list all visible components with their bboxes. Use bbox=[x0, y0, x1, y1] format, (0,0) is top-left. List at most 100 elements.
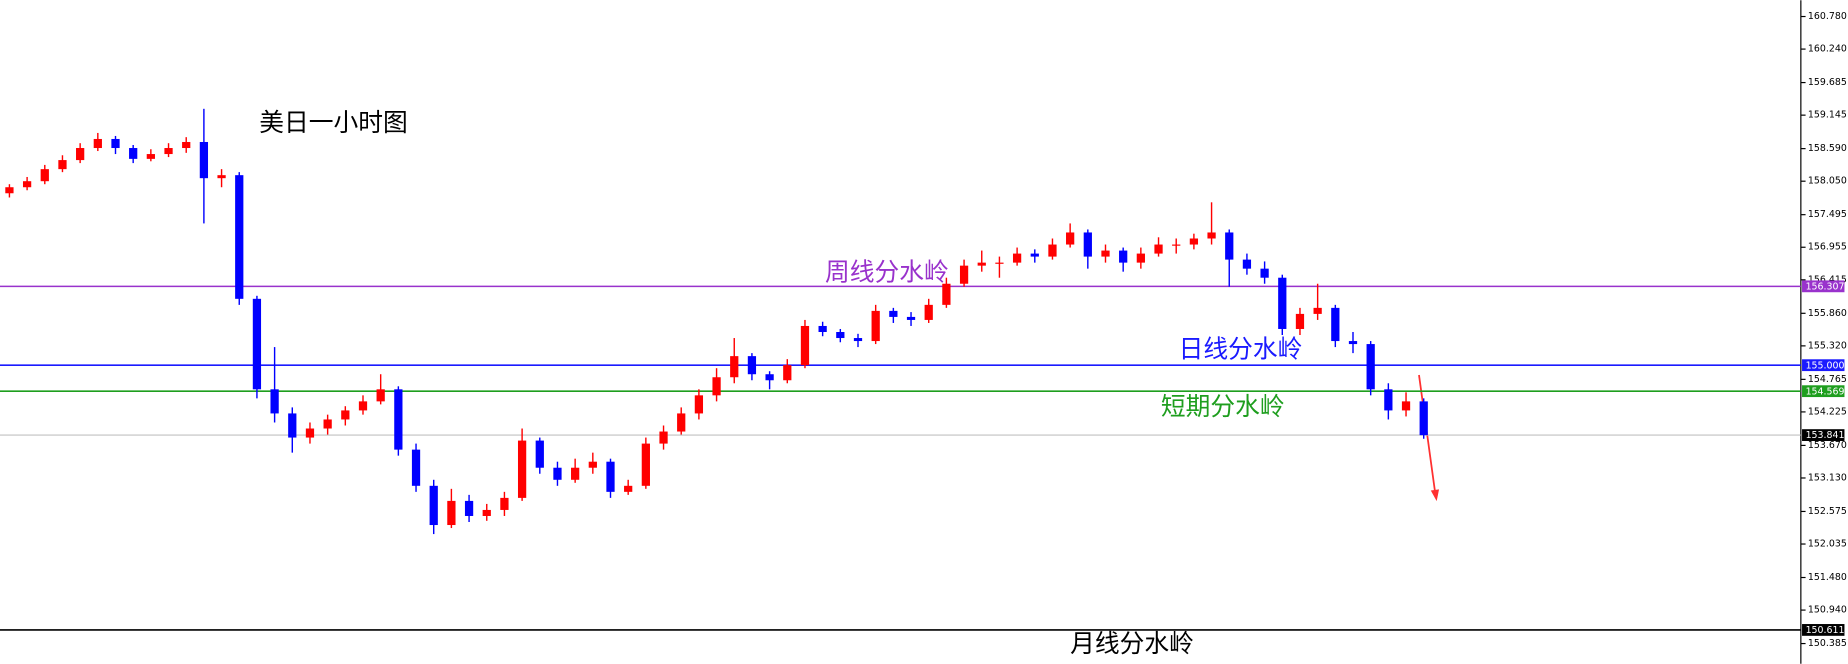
candle-body bbox=[783, 365, 792, 381]
price-tag-label: 154.569 bbox=[1806, 386, 1845, 397]
candle-body bbox=[1189, 238, 1199, 245]
y-tick-label: 153.670 bbox=[1808, 440, 1847, 451]
candle-body bbox=[1225, 232, 1234, 260]
candle-body bbox=[836, 332, 845, 339]
candle-body bbox=[571, 467, 580, 480]
y-tick-label: 159.145 bbox=[1808, 110, 1847, 121]
y-tick-label: 151.480 bbox=[1808, 572, 1847, 583]
candle-body bbox=[182, 141, 191, 149]
y-tick-label: 152.575 bbox=[1808, 506, 1847, 517]
y-tick-label: 158.590 bbox=[1808, 143, 1847, 154]
candle-body bbox=[1242, 259, 1252, 269]
candle-body bbox=[588, 461, 597, 468]
candle-body bbox=[394, 389, 403, 450]
y-tick-label: 155.320 bbox=[1808, 340, 1847, 351]
price-tag bbox=[1802, 385, 1845, 398]
candle-body bbox=[1154, 244, 1163, 254]
candle-body bbox=[464, 500, 474, 516]
price-tag-label: 155.000 bbox=[1806, 360, 1845, 371]
y-tick-label: 159.685 bbox=[1808, 77, 1847, 88]
y-tick-label: 153.130 bbox=[1808, 472, 1847, 483]
y-tick-label: 157.495 bbox=[1808, 209, 1847, 220]
candle-body bbox=[1366, 344, 1375, 390]
y-tick-label: 150.385 bbox=[1808, 638, 1847, 649]
y-tick-label: 154.765 bbox=[1808, 374, 1847, 385]
candle-body bbox=[217, 175, 226, 179]
candle-body bbox=[942, 283, 951, 305]
candle-body bbox=[517, 440, 527, 498]
candle-body bbox=[323, 419, 332, 429]
candle-body bbox=[1295, 313, 1305, 329]
price-tag bbox=[1802, 280, 1845, 293]
candle-body bbox=[1278, 277, 1287, 329]
candle-body bbox=[1083, 232, 1092, 257]
candle-body bbox=[1012, 253, 1022, 263]
candle-body bbox=[22, 181, 32, 188]
candle-body bbox=[871, 310, 880, 342]
candle-body bbox=[1030, 253, 1039, 257]
candle-body bbox=[1119, 250, 1128, 263]
y-tick-label: 156.415 bbox=[1808, 274, 1847, 285]
candle-body bbox=[129, 148, 138, 159]
candle-body bbox=[641, 443, 650, 486]
candle-body bbox=[747, 356, 757, 375]
level-label: 短期分水岭 bbox=[1161, 392, 1285, 421]
candle-body bbox=[606, 461, 615, 492]
candle-body bbox=[1260, 268, 1269, 278]
candle-body bbox=[76, 148, 85, 161]
candle-body bbox=[411, 449, 421, 486]
candle-body bbox=[1136, 253, 1145, 263]
candle-body bbox=[1331, 307, 1340, 342]
candle-body bbox=[712, 377, 721, 396]
y-tick-label: 150.940 bbox=[1808, 605, 1847, 616]
candle-body bbox=[800, 325, 810, 366]
candle-body bbox=[40, 169, 49, 182]
price-tag-label: 150.611 bbox=[1806, 625, 1845, 636]
candle-body bbox=[924, 304, 933, 320]
candle-body bbox=[341, 410, 350, 420]
candle-body bbox=[288, 413, 297, 438]
price-tag bbox=[1802, 429, 1845, 441]
candle-body bbox=[1101, 250, 1110, 257]
candle-body bbox=[58, 160, 67, 170]
level-label: 日线分水岭 bbox=[1179, 334, 1303, 363]
candle-body bbox=[906, 316, 916, 320]
candle-body bbox=[1172, 244, 1181, 246]
y-tick-label: 158.050 bbox=[1808, 176, 1847, 187]
candle-body bbox=[447, 500, 456, 526]
candle-body bbox=[1348, 341, 1358, 345]
candle-body bbox=[270, 389, 279, 414]
candle-body bbox=[111, 138, 120, 149]
candle-body bbox=[235, 175, 244, 299]
arrow-head bbox=[1430, 489, 1440, 502]
candle-body bbox=[1419, 401, 1428, 436]
candle-body bbox=[199, 141, 209, 179]
chart-title: 美日一小时图 bbox=[259, 108, 407, 137]
candle-body bbox=[553, 467, 562, 480]
price-tag bbox=[1802, 359, 1845, 372]
candle-body bbox=[1401, 401, 1411, 411]
candle-body bbox=[694, 395, 704, 414]
candle-body bbox=[624, 485, 633, 492]
candle-body bbox=[853, 338, 863, 342]
candle-body bbox=[146, 154, 155, 159]
candle-body bbox=[376, 389, 385, 402]
candle-body bbox=[818, 325, 827, 332]
level-label: 月线分水岭 bbox=[1070, 629, 1194, 658]
candle-body bbox=[889, 310, 898, 317]
candle-body bbox=[358, 401, 368, 411]
candle-body bbox=[1207, 232, 1216, 239]
y-tick-label: 156.955 bbox=[1808, 242, 1847, 253]
candle-body bbox=[5, 187, 14, 194]
candle-body bbox=[1384, 389, 1393, 411]
candle-body bbox=[535, 440, 544, 468]
candle-body bbox=[977, 262, 986, 266]
y-tick-label: 160.240 bbox=[1808, 44, 1847, 55]
candle-body bbox=[677, 413, 686, 432]
price-tag-label: 153.841 bbox=[1806, 430, 1845, 441]
y-tick-label: 154.225 bbox=[1808, 406, 1847, 417]
candle-body bbox=[164, 148, 173, 155]
